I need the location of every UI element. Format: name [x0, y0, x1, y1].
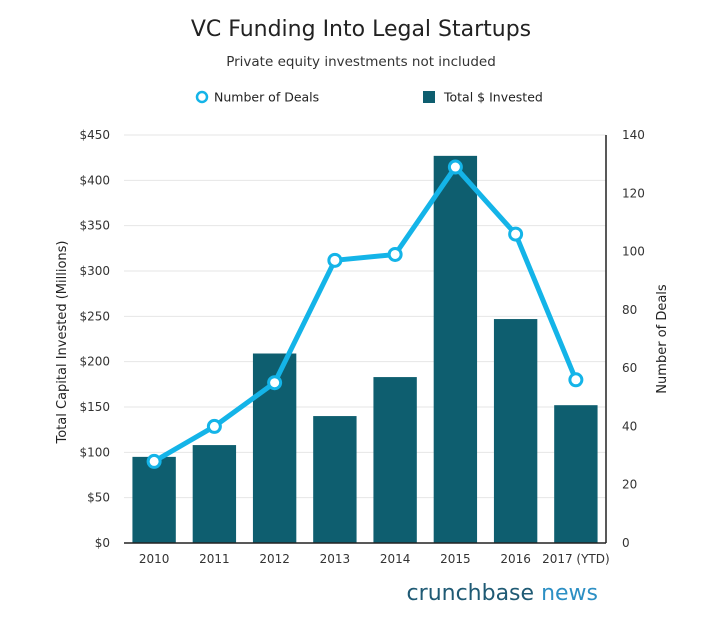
y-axis-ticks: $0 $50 $100 $150 $200 $250 $300 $350 $400 $450 — [79, 128, 110, 550]
y2-tick-label: 80 — [622, 303, 637, 317]
deals-polyline — [151, 164, 579, 464]
y2-tick-label: 140 — [622, 128, 645, 142]
legend-invested-label: Total $ Invested — [443, 90, 543, 105]
legend-invested-marker — [423, 91, 435, 103]
deal-point — [387, 246, 403, 262]
deal-point — [447, 159, 463, 175]
bar — [313, 416, 357, 543]
legend-deals-marker — [195, 90, 209, 104]
x-tick-label: 2016 — [500, 552, 531, 566]
chart-title: VC Funding Into Legal Startups — [191, 17, 531, 42]
legend: Number of Deals Total $ Invested — [195, 90, 543, 105]
bar — [493, 319, 538, 543]
y2-axis-title: Number of Deals — [655, 284, 670, 394]
brand-news: news — [541, 581, 598, 606]
y2-tick-label: 100 — [622, 245, 645, 259]
y2-tick-label: 120 — [622, 186, 645, 200]
y-axis-title: Total Capital Invested (Millions) — [55, 241, 70, 445]
x-tick-label: 2012 — [259, 552, 290, 566]
axes — [124, 135, 607, 544]
y-tick-label: $450 — [79, 128, 110, 142]
bar — [373, 377, 417, 543]
y2-tick-label: 40 — [622, 419, 637, 433]
deal-point — [146, 453, 162, 469]
y2-tick-label: 0 — [622, 536, 630, 550]
x-tick-label: 2013 — [320, 552, 351, 566]
y-tick-label: $250 — [79, 309, 110, 323]
y-tick-label: $150 — [79, 400, 110, 414]
legend-deals-label: Number of Deals — [214, 90, 319, 105]
y-tick-label: $100 — [79, 445, 110, 459]
bar — [433, 155, 478, 543]
x-tick-label: 2014 — [380, 552, 411, 566]
y2-tick-label: 20 — [622, 478, 637, 492]
brand-logo: crunchbase news — [407, 581, 598, 606]
brand-crunchbase: crunchbase — [407, 581, 535, 606]
y-tick-label: $300 — [79, 264, 110, 278]
bar — [192, 445, 237, 543]
deals-line — [146, 159, 584, 469]
x-tick-label: 2011 — [199, 552, 230, 566]
x-tick-label: 2015 — [440, 552, 471, 566]
y-tick-label: $0 — [95, 536, 110, 550]
y-tick-label: $350 — [79, 219, 110, 233]
y-tick-label: $400 — [79, 173, 110, 187]
bar — [132, 456, 176, 543]
bar — [554, 405, 598, 543]
y2-axis-ticks: 0 20 40 60 80 100 120 140 — [622, 128, 645, 550]
x-axis-ticks: 2010 2011 2012 2013 2014 2015 2016 2017 (YTD) — [139, 552, 610, 566]
x-tick-label: 2010 — [139, 552, 170, 566]
deal-point — [206, 418, 222, 434]
bars — [132, 155, 598, 543]
y-tick-label: $200 — [79, 355, 110, 369]
y2-tick-label: 60 — [622, 361, 637, 375]
deal-point — [327, 252, 343, 268]
y-tick-label: $50 — [87, 491, 110, 505]
deal-point — [568, 372, 584, 388]
deal-point — [267, 375, 283, 391]
chart-subtitle: Private equity investments not included — [226, 54, 496, 70]
x-tick-label: 2017 (YTD) — [542, 552, 610, 566]
deal-point — [508, 226, 524, 242]
